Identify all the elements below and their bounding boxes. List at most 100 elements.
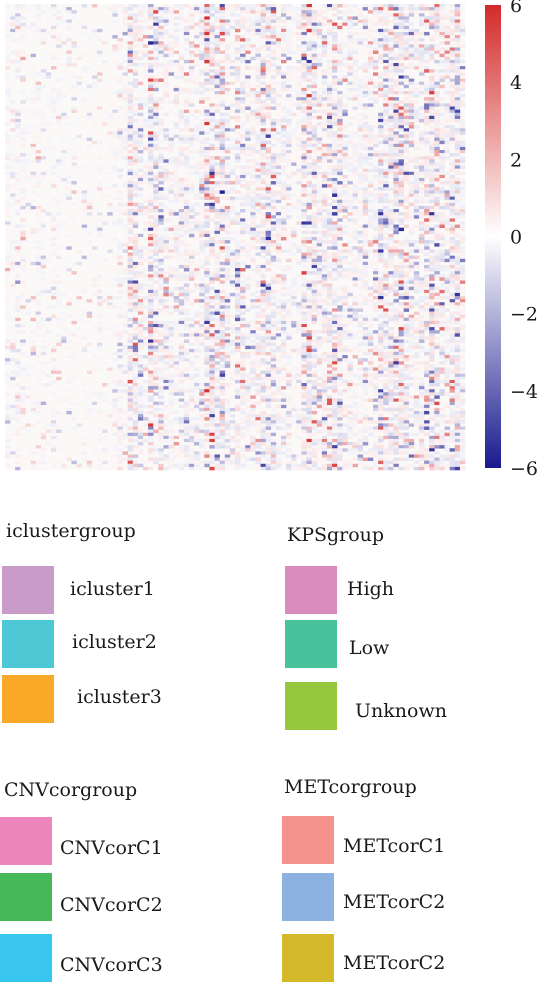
heatmap-cell: [127, 355, 134, 359]
heatmap-cell: [204, 454, 210, 458]
heatmap-cell: [296, 286, 302, 291]
heatmap-cell: [291, 31, 297, 36]
heatmap-cell: [209, 361, 215, 365]
heatmap-cell: [137, 376, 144, 381]
heatmap-cell: [194, 63, 200, 67]
heatmap-cell: [219, 283, 226, 288]
heatmap-cell: [229, 351, 236, 356]
heatmap-cell: [137, 193, 144, 197]
heatmap-cell: [219, 373, 226, 378]
heatmap-cell: [183, 165, 190, 169]
heatmap-cell: [97, 339, 103, 343]
heatmap-cell: [76, 292, 82, 297]
heatmap-cell: [214, 50, 220, 55]
heatmap-cell: [224, 230, 231, 235]
heatmap-cell: [219, 19, 226, 23]
heatmap-cell: [296, 392, 302, 396]
heatmap-cell: [81, 31, 88, 36]
heatmap-cell: [270, 336, 277, 340]
heatmap-cell: [286, 50, 292, 55]
heatmap-cell: [122, 451, 128, 455]
heatmap-cell: [40, 227, 47, 232]
heatmap-cell: [311, 221, 318, 225]
heatmap-cell: [199, 398, 205, 402]
heatmap-cell: [158, 150, 164, 154]
heatmap-cell: [199, 330, 205, 334]
heatmap-cell: [137, 323, 144, 328]
heatmap-cell: [30, 401, 36, 406]
heatmap-cell: [219, 224, 226, 228]
heatmap-cell: [183, 128, 190, 132]
heatmap-cell: [5, 274, 11, 278]
heatmap-cell: [260, 16, 266, 20]
heatmap-cell: [112, 75, 118, 79]
heatmap-cell: [178, 333, 185, 337]
heatmap-cell: [10, 202, 16, 207]
heatmap-cell: [117, 41, 123, 45]
heatmap-cell: [229, 16, 236, 20]
heatmap-cell: [194, 22, 200, 27]
heatmap-cell: [173, 389, 180, 393]
heatmap-cell: [102, 398, 108, 402]
heatmap-cell: [148, 351, 154, 356]
heatmap-cell: [5, 153, 11, 157]
heatmap-cell: [122, 376, 128, 381]
heatmap-cell: [291, 134, 297, 138]
heatmap-cell: [132, 44, 139, 48]
heatmap-cell: [173, 196, 180, 201]
heatmap-cell: [127, 212, 134, 216]
heatmap-cell: [127, 215, 134, 219]
heatmap-cell: [35, 466, 42, 471]
heatmap-cell: [224, 454, 231, 458]
heatmap-cell: [301, 221, 307, 225]
heatmap-cell: [214, 289, 220, 294]
heatmap-cell: [86, 240, 93, 244]
heatmap-cell: [224, 122, 231, 126]
heatmap-cell: [35, 292, 42, 297]
heatmap-cell: [194, 383, 200, 387]
heatmap-cell: [122, 348, 128, 353]
heatmap-cell: [199, 327, 205, 331]
heatmap-cell: [56, 246, 62, 250]
heatmap-cell: [260, 395, 266, 399]
heatmap-cell: [240, 246, 246, 250]
heatmap-cell: [306, 379, 312, 384]
heatmap-cell: [194, 249, 200, 253]
heatmap-cell: [199, 100, 205, 104]
heatmap-cell: [291, 330, 297, 334]
heatmap-cell: [137, 342, 144, 347]
heatmap-cell: [117, 336, 123, 340]
heatmap-cell: [270, 63, 277, 67]
heatmap-cell: [204, 221, 210, 225]
heatmap-cell: [224, 305, 231, 309]
heatmap-cell: [173, 463, 180, 468]
heatmap-cell: [306, 16, 312, 20]
heatmap-cell: [153, 230, 159, 235]
heatmap-cell: [117, 25, 123, 30]
heatmap-cell: [20, 177, 26, 182]
heatmap-cell: [35, 460, 42, 465]
heatmap-cell: [219, 122, 226, 126]
heatmap-cell: [281, 59, 287, 64]
heatmap-cell: [224, 150, 231, 154]
heatmap-cell: [183, 351, 190, 356]
heatmap-cell: [250, 7, 256, 11]
heatmap-cell: [107, 355, 113, 359]
heatmap-cell: [71, 41, 77, 45]
heatmap-cell: [117, 289, 123, 294]
heatmap-cell: [163, 438, 169, 443]
heatmap-cell: [91, 283, 98, 288]
heatmap-cell: [66, 233, 72, 238]
heatmap-cell: [245, 184, 251, 188]
heatmap-cell: [40, 271, 47, 275]
heatmap-cell: [255, 302, 261, 306]
heatmap-cell: [281, 196, 287, 201]
heatmap-cell: [214, 10, 220, 14]
heatmap-cell: [209, 115, 215, 120]
heatmap-cell: [209, 112, 215, 117]
heatmap-cell: [270, 233, 277, 238]
heatmap-cell: [214, 246, 220, 250]
heatmap-cell: [311, 305, 318, 309]
heatmap-cell: [245, 190, 251, 194]
heatmap-cell: [5, 137, 11, 141]
